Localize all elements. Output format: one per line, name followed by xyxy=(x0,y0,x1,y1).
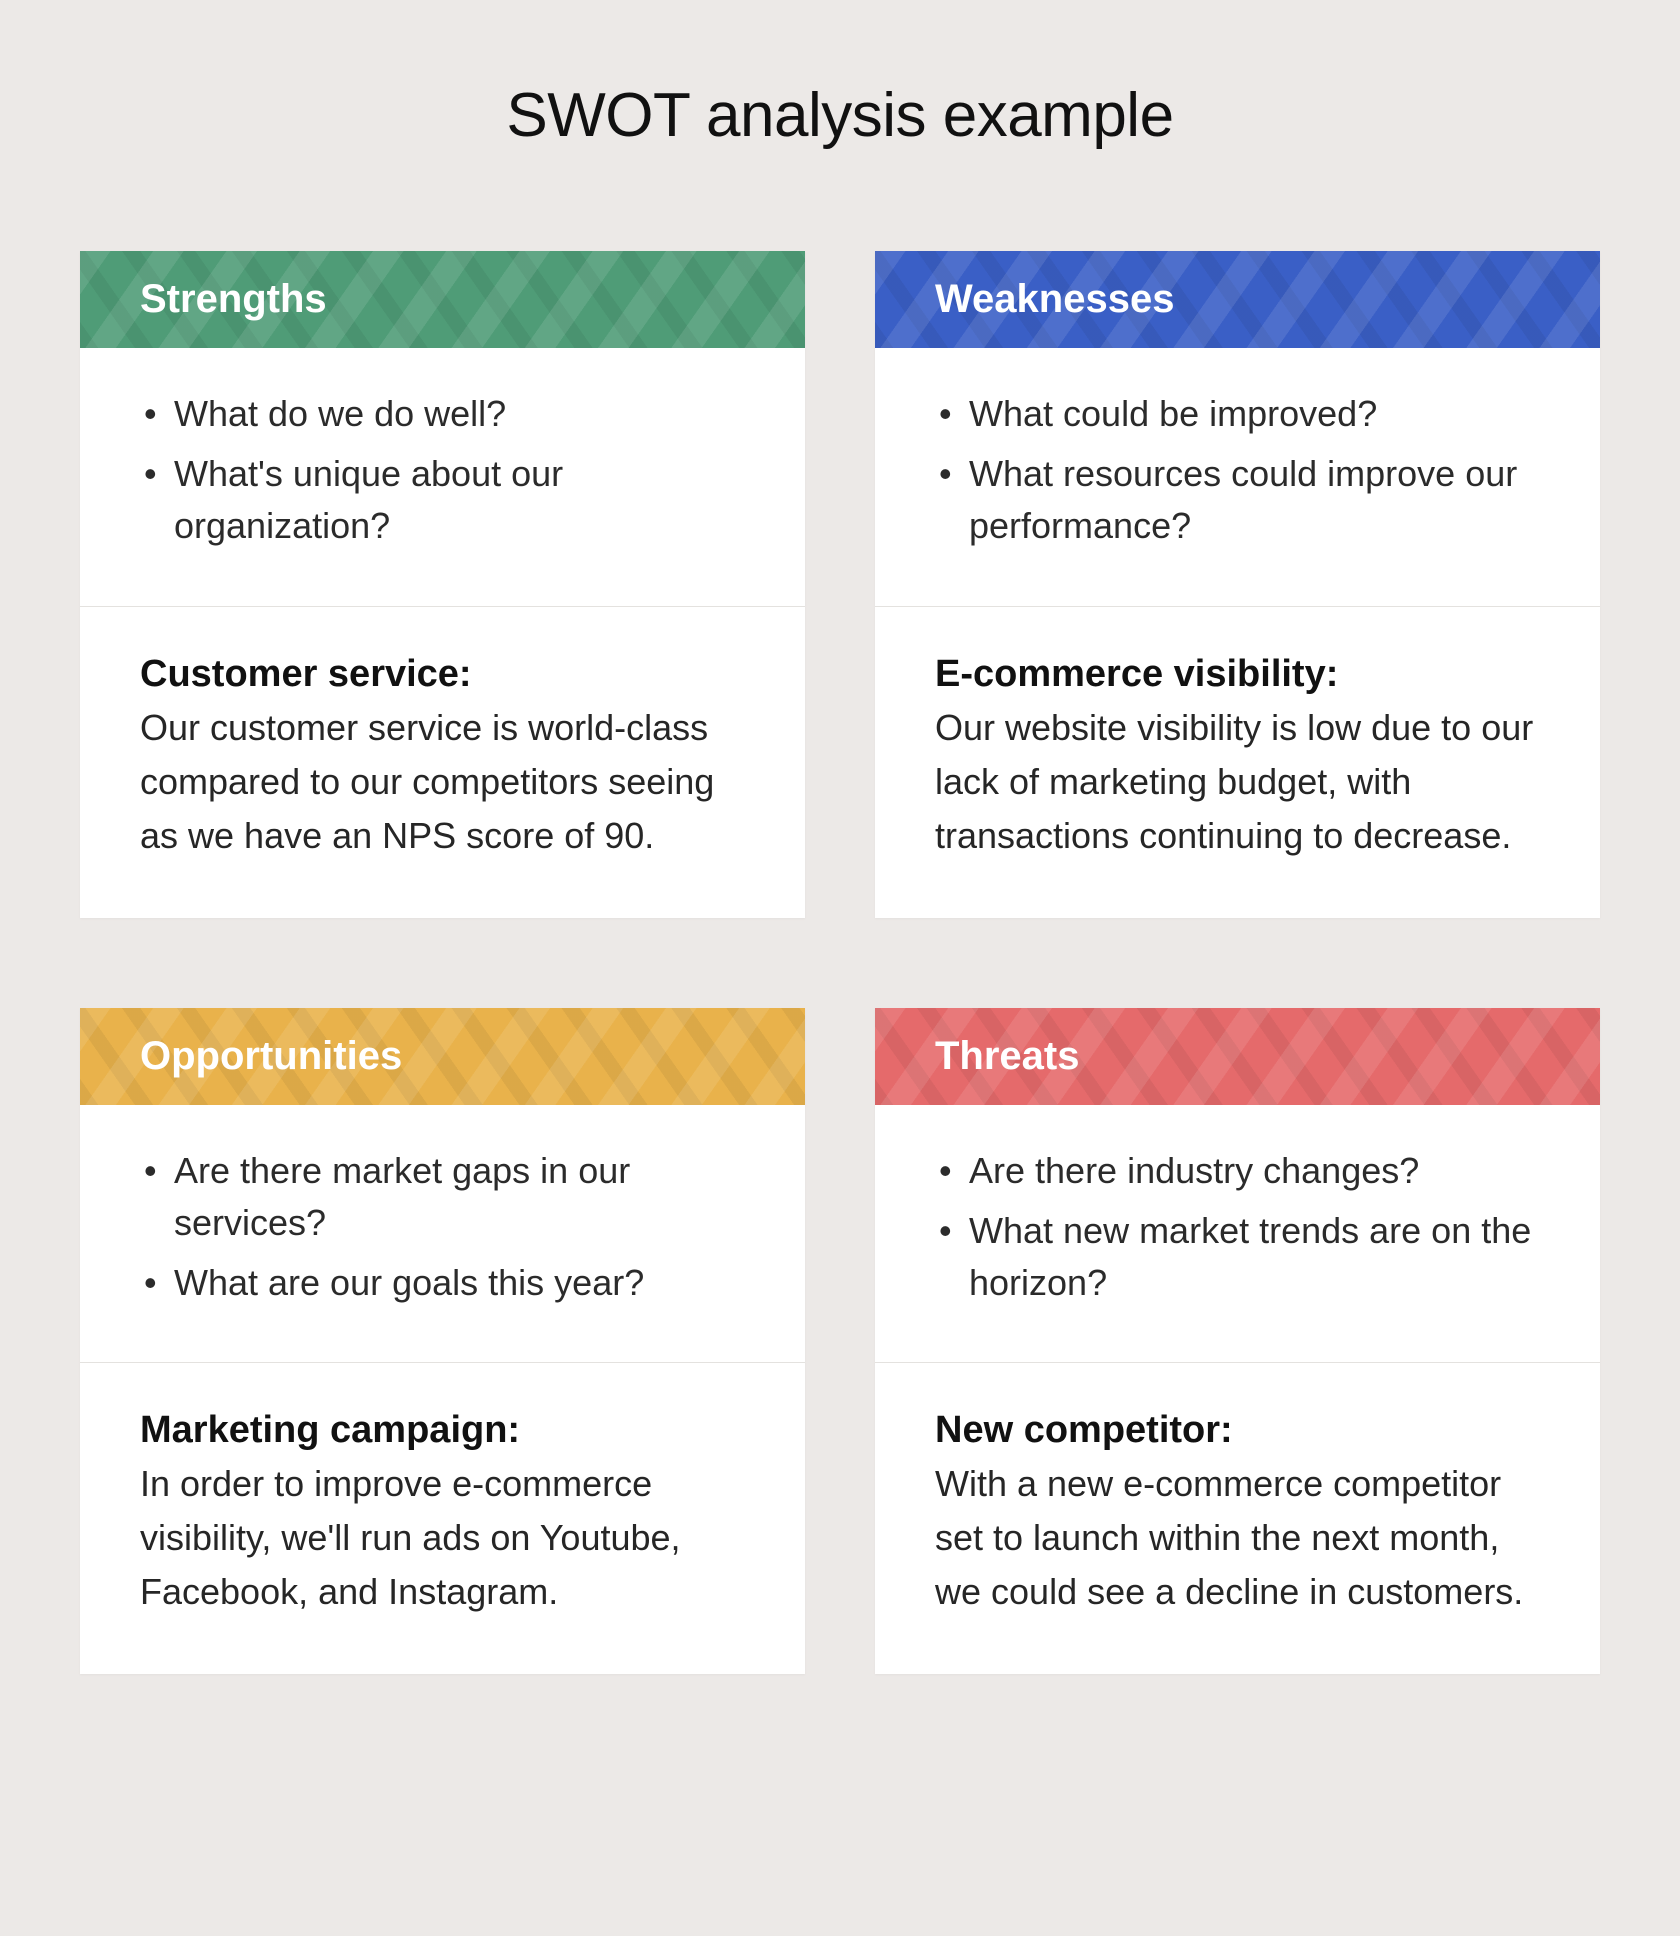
card-opportunities: Opportunities Are there market gaps in o… xyxy=(80,1008,805,1675)
example-title: E-commerce visibility: xyxy=(935,653,1338,695)
question-item: What are our goals this year? xyxy=(140,1257,745,1309)
example-body-text: Our customer service is world-class comp… xyxy=(140,707,714,856)
question-item: Are there industry changes? xyxy=(935,1145,1540,1197)
example-title: New competitor: xyxy=(935,1409,1233,1451)
questions-threats: Are there industry changes? What new mar… xyxy=(875,1105,1600,1364)
example-weaknesses: E-commerce visibility: Our website visib… xyxy=(875,607,1600,918)
example-strengths: Customer service: Our customer service i… xyxy=(80,607,805,918)
question-item: What new market trends are on the horizo… xyxy=(935,1205,1540,1309)
question-item: What do we do well? xyxy=(140,388,745,440)
example-body-text: Our website visibility is low due to our… xyxy=(935,707,1533,856)
question-item: What's unique about our organization? xyxy=(140,448,745,552)
card-header-strengths: Strengths xyxy=(80,251,805,348)
example-opportunities: Marketing campaign: In order to improve … xyxy=(80,1363,805,1674)
example-title: Marketing campaign: xyxy=(140,1409,520,1451)
questions-opportunities: Are there market gaps in our services? W… xyxy=(80,1105,805,1364)
card-header-opportunities: Opportunities xyxy=(80,1008,805,1105)
card-strengths: Strengths What do we do well? What's uni… xyxy=(80,251,805,918)
card-weaknesses: Weaknesses What could be improved? What … xyxy=(875,251,1600,918)
example-threats: New competitor: With a new e-commerce co… xyxy=(875,1363,1600,1674)
card-header-weaknesses: Weaknesses xyxy=(875,251,1600,348)
questions-strengths: What do we do well? What's unique about … xyxy=(80,348,805,607)
question-item: Are there market gaps in our services? xyxy=(140,1145,745,1249)
example-body-text: In order to improve e-commerce visibilit… xyxy=(140,1463,681,1612)
example-title: Customer service: xyxy=(140,653,472,695)
question-item: What could be improved? xyxy=(935,388,1540,440)
questions-weaknesses: What could be improved? What resources c… xyxy=(875,348,1600,607)
page-title: SWOT analysis example xyxy=(80,80,1600,151)
card-threats: Threats Are there industry changes? What… xyxy=(875,1008,1600,1675)
swot-grid: Strengths What do we do well? What's uni… xyxy=(80,251,1600,1674)
example-body-text: With a new e-commerce competitor set to … xyxy=(935,1463,1523,1612)
card-header-threats: Threats xyxy=(875,1008,1600,1105)
question-item: What resources could improve our perform… xyxy=(935,448,1540,552)
